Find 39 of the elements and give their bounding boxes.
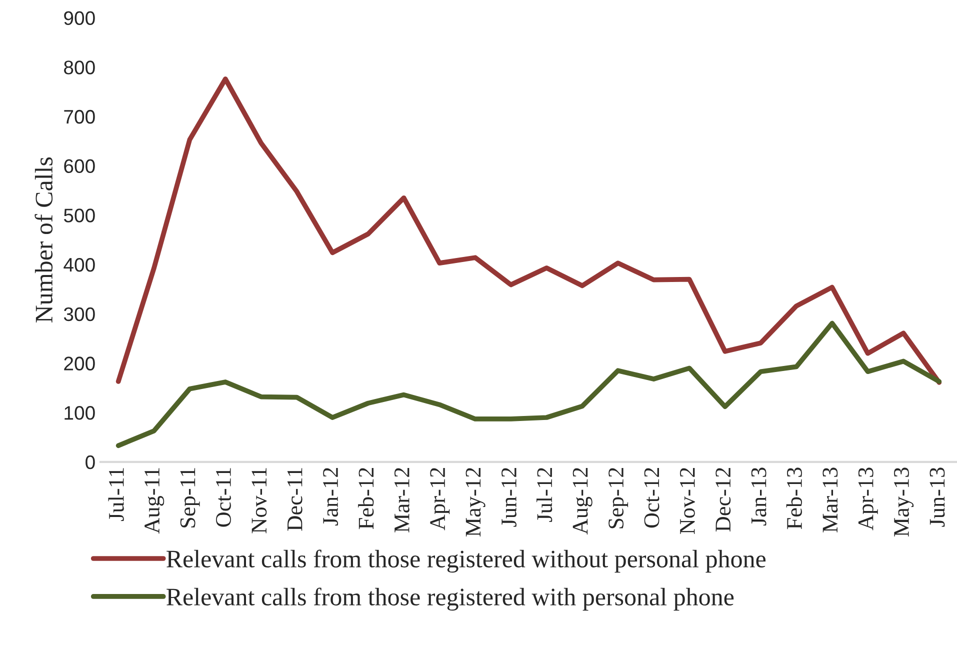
x-tick-label: Aug-11: [144, 468, 164, 534]
x-tick-label: Oct-11: [216, 468, 231, 527]
y-tick-label: 500: [64, 208, 95, 222]
x-tick-label: Sep-11: [180, 468, 200, 528]
x-tick-label: May-13: [894, 468, 914, 536]
x-tick-label: Jun-13: [930, 468, 945, 527]
y-axis-title: Number of Calls: [34, 157, 53, 322]
y-tick-label: 800: [64, 60, 95, 74]
y-tick-label: 700: [64, 110, 95, 124]
x-tick-label: Jul-12: [536, 468, 552, 522]
x-tick-label: Jun-12: [502, 468, 516, 527]
x-tick-label: May-12: [466, 468, 486, 536]
x-tick-label: Dec-11: [287, 468, 302, 531]
legend-label: Relevant calls from those registered with personal phone: [166, 588, 734, 611]
x-tick-label: Apr-13: [858, 468, 878, 530]
y-tick-label: 300: [64, 307, 95, 322]
x-tick-label: Dec-12: [716, 468, 731, 532]
x-tick-label: Feb-12: [358, 468, 374, 530]
y-tick-label: 200: [64, 356, 95, 370]
line-series: [116, 320, 942, 448]
x-tick-label: Mar-13: [822, 468, 838, 532]
legend-label: Relevant calls from those registered without personal phone: [166, 550, 766, 573]
y-tick-label: 900: [64, 11, 95, 26]
y-tick-label: 0: [86, 455, 95, 470]
x-tick-label: Sep-12: [608, 468, 628, 528]
x-tick-label: Aug-12: [572, 468, 592, 534]
x-tick-label: Jan-12: [323, 468, 338, 526]
x-tick-label: Jan-13: [751, 468, 766, 526]
line-series: [116, 76, 942, 385]
x-tick-label: Jul-11: [108, 468, 124, 522]
y-tick-label: 100: [64, 406, 95, 420]
y-tick-label: 400: [64, 258, 95, 272]
x-tick-label: Nov-12: [680, 468, 695, 534]
y-tick-label: 600: [64, 159, 95, 174]
x-tick-label: Apr-12: [430, 468, 450, 530]
x-tick-label: Nov-11: [252, 468, 267, 534]
x-tick-label: Feb-13: [786, 468, 802, 530]
x-tick-label: Oct-12: [644, 468, 660, 528]
x-tick-label: Mar-12: [394, 468, 410, 532]
